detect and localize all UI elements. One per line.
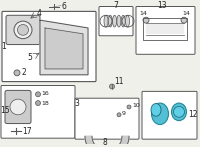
- Polygon shape: [40, 20, 88, 75]
- Ellipse shape: [113, 15, 117, 27]
- Text: 3: 3: [74, 99, 79, 108]
- Circle shape: [117, 113, 121, 117]
- Ellipse shape: [126, 15, 130, 27]
- Text: 14: 14: [182, 11, 190, 16]
- Circle shape: [36, 92, 40, 97]
- Text: 11: 11: [114, 77, 124, 86]
- FancyBboxPatch shape: [5, 90, 31, 124]
- Text: 8: 8: [103, 138, 107, 147]
- Circle shape: [18, 25, 29, 35]
- FancyBboxPatch shape: [136, 6, 195, 54]
- Ellipse shape: [172, 103, 186, 121]
- Text: 13: 13: [157, 1, 167, 10]
- Text: 9: 9: [122, 111, 126, 116]
- Circle shape: [181, 17, 187, 23]
- Circle shape: [174, 106, 184, 117]
- Text: 1: 1: [1, 42, 6, 51]
- Text: 4: 4: [37, 9, 42, 18]
- Ellipse shape: [151, 103, 161, 116]
- Ellipse shape: [152, 103, 168, 125]
- Text: 14: 14: [139, 11, 147, 16]
- Text: 6: 6: [62, 2, 67, 11]
- Circle shape: [36, 101, 40, 106]
- FancyBboxPatch shape: [142, 91, 197, 139]
- Circle shape: [143, 17, 149, 23]
- Text: 16: 16: [41, 91, 49, 96]
- Polygon shape: [45, 28, 83, 69]
- Text: 17: 17: [22, 127, 32, 136]
- FancyBboxPatch shape: [75, 98, 139, 139]
- FancyBboxPatch shape: [2, 11, 96, 82]
- Circle shape: [14, 70, 20, 76]
- Text: 15: 15: [0, 106, 10, 115]
- FancyBboxPatch shape: [99, 6, 133, 36]
- Ellipse shape: [108, 15, 112, 27]
- Circle shape: [10, 99, 26, 115]
- FancyBboxPatch shape: [1, 86, 75, 138]
- Text: 5: 5: [27, 53, 32, 62]
- Polygon shape: [85, 136, 129, 147]
- Ellipse shape: [121, 15, 125, 27]
- Circle shape: [14, 21, 32, 39]
- Text: 2: 2: [21, 68, 26, 77]
- Circle shape: [110, 84, 114, 89]
- Text: 12: 12: [188, 110, 198, 119]
- Text: 7: 7: [114, 1, 118, 10]
- Text: 18: 18: [41, 101, 49, 106]
- Ellipse shape: [104, 15, 108, 27]
- Circle shape: [127, 105, 131, 109]
- Text: 10: 10: [132, 103, 140, 108]
- FancyBboxPatch shape: [6, 15, 40, 45]
- Ellipse shape: [117, 15, 121, 27]
